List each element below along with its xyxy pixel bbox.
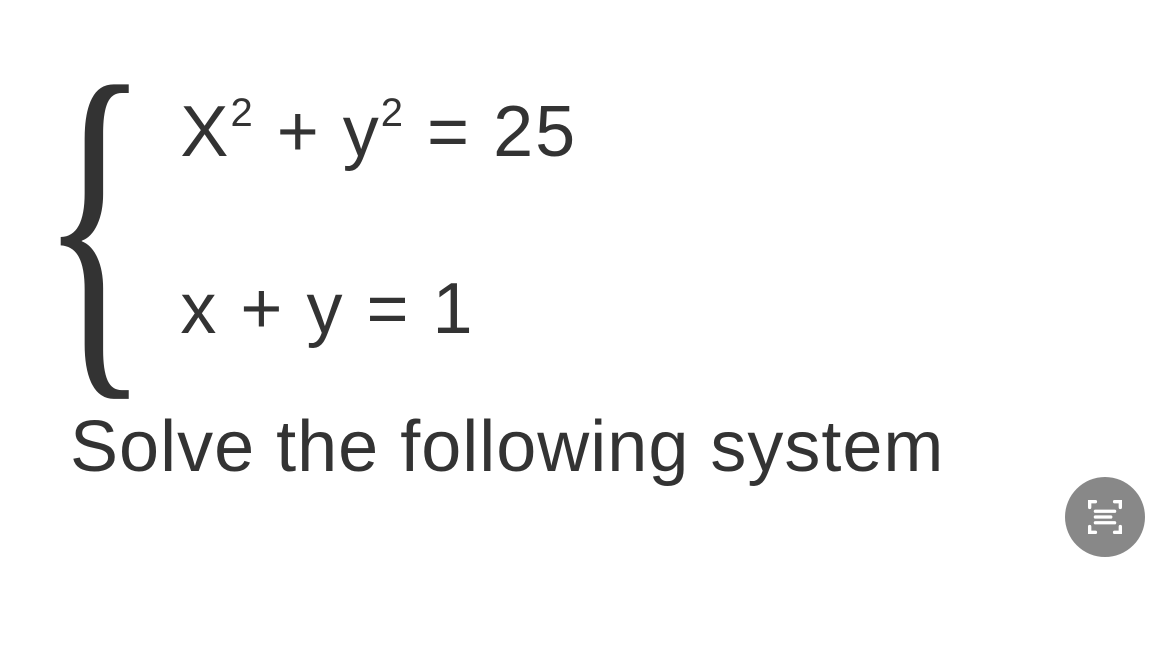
eq2-op: = [366,269,432,349]
eq1-op1: + [255,92,343,172]
eq2-rhs: 1 [433,269,475,349]
left-brace: { [40,40,149,401]
eq1-exp1: 2 [230,91,254,135]
instruction-text: Solve the following system [70,406,1120,488]
eq1-op2: = [405,92,493,172]
equation-1: X2 + y2 = 25 [180,91,577,173]
eq1-rhs: 25 [493,92,577,172]
eq2-lhs: x + y [180,269,366,349]
eq1-var2: y [343,92,381,172]
equations-group: X2 + y2 = 25 x + y = 1 [180,91,577,350]
scan-lines-icon [1082,494,1128,540]
equation-system: { X2 + y2 = 25 x + y = 1 [50,40,1120,401]
equation-2: x + y = 1 [180,268,577,350]
scan-button[interactable] [1065,477,1145,557]
eq1-exp2: 2 [381,91,405,135]
content-wrapper: { X2 + y2 = 25 x + y = 1 Solve the follo… [0,0,1170,528]
eq1-var1: X [180,92,230,172]
